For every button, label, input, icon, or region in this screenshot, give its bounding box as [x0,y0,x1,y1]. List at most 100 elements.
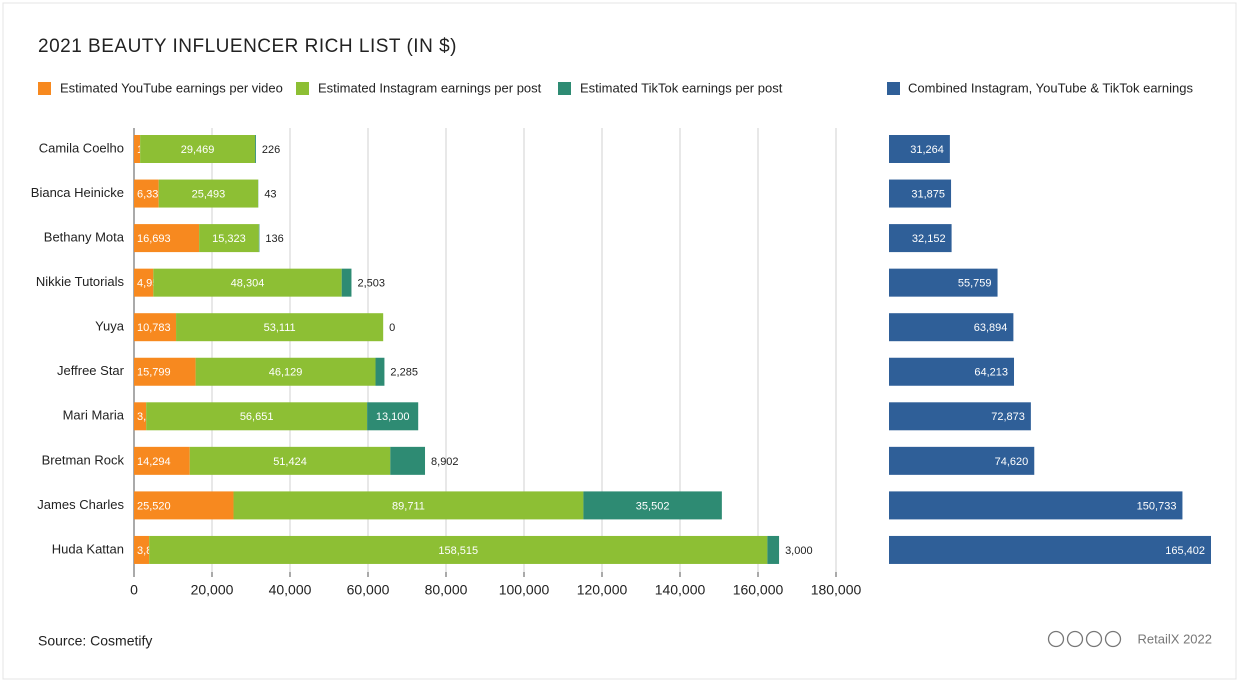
category-label: Camila Coelho [39,140,124,155]
value-label: 74,620 [995,456,1029,468]
category-label: Bethany Mota [44,230,125,245]
bar [889,402,1031,431]
credit: RetailX 2022 [1138,631,1212,646]
bar-segment [153,268,342,297]
bar [889,491,1183,520]
value-label: 31,264 [910,144,944,156]
value-label: 15,799 [137,367,171,379]
bar-segment [134,491,234,520]
category-label: Bretman Rock [42,452,125,467]
value-label: 14,294 [137,456,171,468]
category-label: Jeffree Star [57,363,125,378]
value-label: 43 [264,188,276,200]
x-tick-label: 0 [130,582,138,598]
value-label: 0 [389,322,395,334]
value-label: 6,339 [137,188,165,200]
bar-segment [233,491,584,520]
bar-segment [341,268,352,297]
legend-label: Estimated Instagram earnings per post [318,80,542,95]
category-label: Nikkie Tutorials [36,274,125,289]
value-label: 13,100 [376,411,410,423]
bar [889,268,998,297]
category-label: Huda Kattan [52,541,124,556]
bar-segment [140,135,256,163]
chart-title: 2021 BEAUTY INFLUENCER RICH LIST (IN $) [38,36,457,57]
legend-swatch [296,82,309,95]
bar-segment [134,313,177,342]
bar-segment [146,402,368,431]
category-label: James Charles [37,497,124,512]
x-tick-label: 80,000 [425,582,468,598]
bar-segment [134,224,200,253]
x-tick-label: 180,000 [811,582,862,598]
value-label: 72,873 [991,411,1025,423]
value-label: 32,152 [912,233,946,245]
x-tick-label: 20,000 [191,582,234,598]
value-label: 55,759 [958,278,992,290]
category-label: Bianca Heinicke [31,185,124,200]
legend-label: Estimated TikTok earnings per post [580,80,783,95]
value-label: 25,520 [137,500,171,512]
value-label: 226 [262,144,280,156]
x-tick-label: 160,000 [733,582,784,598]
bar-segment [583,491,722,520]
value-label: 51,424 [273,456,307,468]
bar-segment [176,313,384,342]
x-tick-label: 40,000 [269,582,312,598]
value-label: 8,902 [431,456,459,468]
value-label: 16,693 [137,233,171,245]
bar-segment [390,446,426,475]
value-label: 15,323 [212,233,246,245]
bar-segment [134,268,154,297]
value-label: 29,469 [181,144,215,156]
bar-segment [158,179,259,208]
value-label: 3,000 [785,545,813,557]
value-label: 136 [265,233,283,245]
bar-segment [767,535,780,564]
legend-label: Estimated YouTube earnings per video [60,80,283,95]
value-label: 25,493 [192,188,226,200]
source: Source: Cosmetify [38,633,152,649]
value-label: 64,213 [974,367,1008,379]
value-label: 31,875 [911,188,945,200]
bar-segment [134,357,196,386]
bar [889,535,1211,564]
bar-segment [149,535,768,564]
legend-label: Combined Instagram, YouTube & TikTok ear… [908,80,1193,95]
bar [889,224,952,253]
value-label: 48,304 [231,278,265,290]
legend-swatch [38,82,51,95]
value-label: 150,733 [1137,500,1177,512]
category-label: Mari Maria [63,408,125,423]
legend-swatch [887,82,900,95]
license-icons [1047,630,1122,648]
bar [889,135,950,163]
value-label: 56,651 [240,411,274,423]
value-label: 35,502 [636,500,670,512]
legend-swatch [558,82,571,95]
x-tick-label: 120,000 [577,582,628,598]
bar-segment [199,224,259,253]
value-label: 46,129 [269,367,303,379]
bar [889,179,952,208]
bar-segment [134,179,159,208]
value-label: 158,515 [438,545,478,557]
value-label: 165,402 [1165,545,1205,557]
bar-segment [375,357,385,386]
value-label: 89,711 [392,500,425,512]
bar-segment [134,402,147,431]
bar-segment [134,446,190,475]
value-label: 63,894 [974,322,1008,334]
category-label: Yuya [95,319,125,334]
value-label: 53,111 [264,322,296,334]
value-label: 2,285 [390,367,418,379]
x-tick-label: 100,000 [499,582,550,598]
bar-segment [189,446,391,475]
bar-segment [367,402,419,431]
bar [889,313,1014,342]
bar-segment [195,357,376,386]
value-label: 2,503 [357,278,385,290]
x-tick-label: 60,000 [347,582,390,598]
x-tick-label: 140,000 [655,582,706,598]
